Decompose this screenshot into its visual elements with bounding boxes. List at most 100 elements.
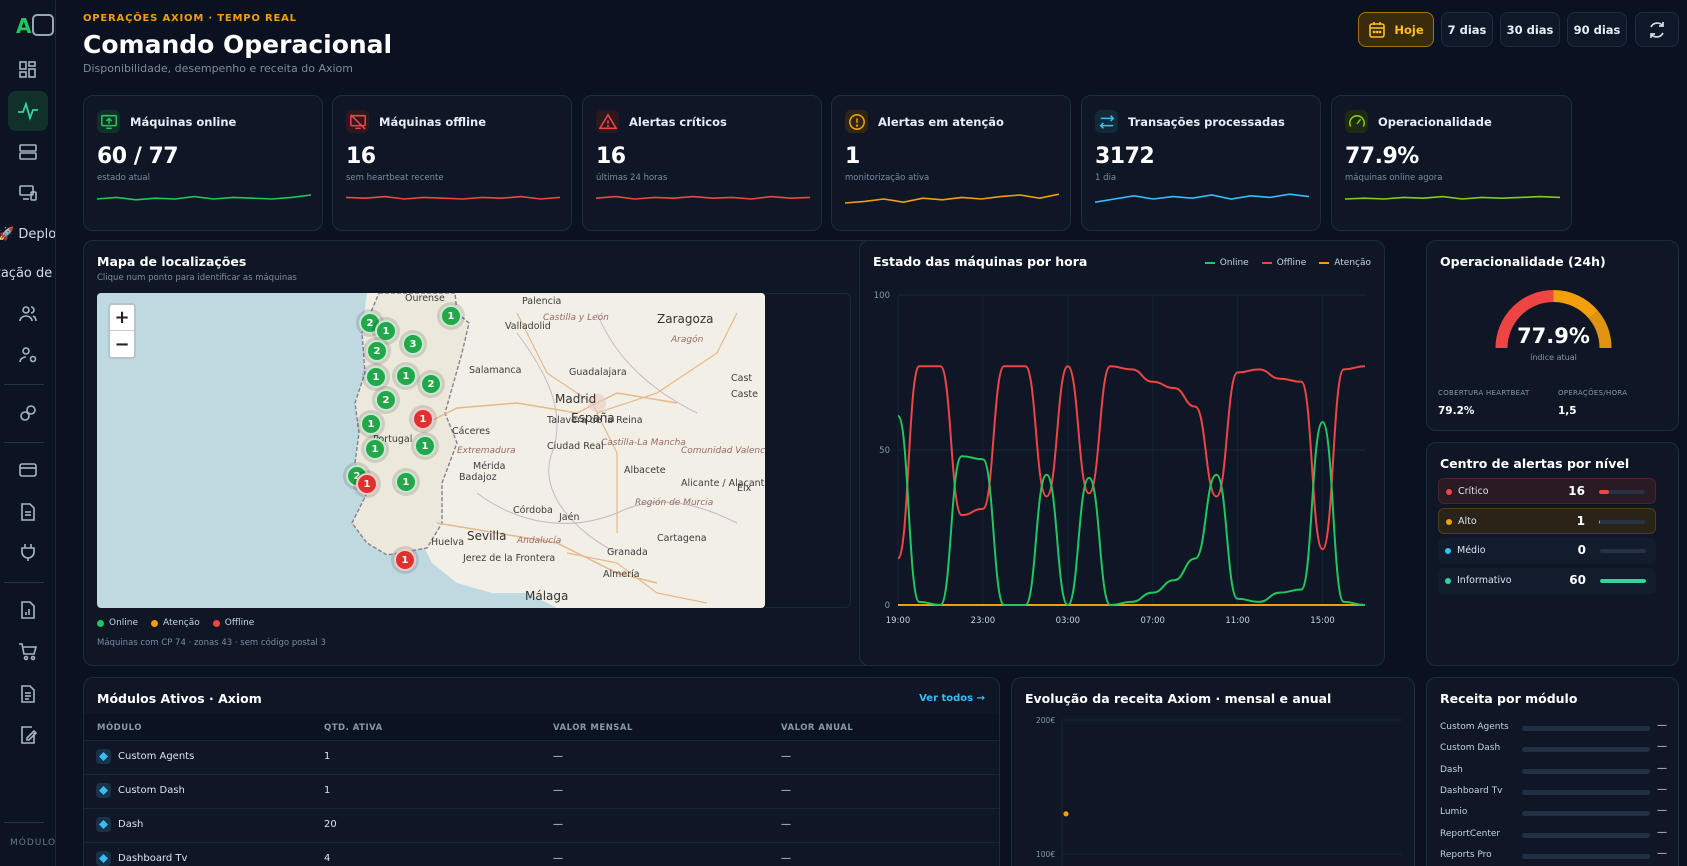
alert-level-row[interactable]: Médio 0 [1438, 538, 1656, 564]
kpi-header: Alertas críticos [596, 110, 727, 133]
view-all-link[interactable]: Ver todos → [919, 693, 985, 704]
gauge-stat-value: 79.2% [1438, 405, 1475, 417]
revenue-module-row[interactable]: Custom Agents — [1440, 720, 1667, 736]
revenue-module-row[interactable]: Lumio — [1440, 805, 1667, 821]
map-pin[interactable]: 1 [356, 473, 378, 495]
kpi-subtitle: estado atual [97, 173, 150, 183]
map-place-label: Andalucía [517, 536, 562, 546]
range-today-label: Hoje [1394, 22, 1424, 37]
map-pin[interactable]: 1 [395, 471, 417, 493]
module-annual: — [781, 819, 791, 830]
sidebar-item-store[interactable] [8, 632, 48, 672]
map-pin[interactable]: 1 [360, 413, 382, 435]
map-pin[interactable]: 1 [414, 435, 436, 457]
series-line-online[interactable] [897, 414, 1366, 607]
kpi-card[interactable]: Máquinas online 60 / 77 estado atual [83, 95, 323, 231]
sidebar-item-invoices[interactable] [8, 674, 48, 714]
map-pin[interactable]: 1 [364, 438, 386, 460]
map-place-label: Aragón [671, 335, 704, 345]
range-today-button[interactable]: Hoje [1358, 12, 1434, 47]
range-7d-button[interactable]: 7 dias [1441, 12, 1493, 47]
y-tick-label: 50 [879, 446, 890, 456]
sidebar-item-cut[interactable]: zação de [0, 266, 53, 281]
alert-level-dot [1446, 519, 1452, 525]
map-pin[interactable]: 1 [412, 408, 434, 430]
legend-label: Online [1219, 258, 1249, 268]
app-logo[interactable]: A [16, 14, 32, 38]
alert-level-bar-fill [1600, 579, 1646, 583]
module-qty: 4 [324, 853, 331, 864]
revenue-module-value: — [1657, 805, 1667, 817]
kpi-card[interactable]: Operacionalidade 77.9% máquinas online a… [1331, 95, 1572, 231]
sidebar-item-reports[interactable] [8, 590, 48, 630]
revenue-data-point[interactable] [1063, 811, 1069, 817]
table-row[interactable]: Custom Agents 1 — — [84, 740, 999, 772]
sidebar-item-dashboard[interactable] [8, 50, 48, 90]
map-pin[interactable]: 1 [440, 305, 462, 327]
revenue-module-row[interactable]: Custom Dash — [1440, 741, 1667, 757]
kpi-value: 60 / 77 [97, 144, 179, 169]
sidebar-item-edit[interactable] [8, 715, 48, 755]
sidebar-item-integrations[interactable] [8, 393, 48, 433]
alert-level-row[interactable]: Alto 1 [1438, 508, 1656, 534]
range-90d-button[interactable]: 90 dias [1567, 12, 1627, 47]
table-row[interactable]: Dash 20 — — [84, 808, 999, 840]
sidebar-item-users[interactable] [8, 294, 48, 334]
kpi-value: 16 [346, 144, 376, 169]
kpi-card[interactable]: Alertas em atenção 1 monitorização ativa [831, 95, 1071, 231]
zoom-out-button[interactable]: − [114, 333, 130, 355]
kpi-label: Máquinas offline [379, 114, 487, 129]
kpi-card[interactable]: Alertas críticos 16 últimas 24 horas [582, 95, 822, 231]
link-icon [20, 405, 36, 421]
range-30d-button[interactable]: 30 dias [1500, 12, 1560, 47]
map-place-label: Talavera de la Reina [547, 415, 643, 426]
x-tick-label: 19:00 [886, 616, 911, 626]
gauge-title: Operacionalidade (24h) [1440, 254, 1606, 269]
revenue-module-row[interactable]: Dash — [1440, 763, 1667, 779]
sidebar-item-plugins[interactable] [8, 532, 48, 572]
plug-icon [21, 544, 35, 561]
file-chart-icon [21, 601, 35, 619]
map-pin[interactable]: 2 [366, 340, 388, 362]
map-pin[interactable]: 2 [420, 373, 442, 395]
sidebar-item-devices[interactable] [8, 173, 48, 213]
legend-swatch [1319, 262, 1330, 264]
revenue-module-value: — [1657, 783, 1667, 795]
kpi-value: 16 [596, 144, 626, 169]
alert-triangle-icon [596, 110, 619, 133]
sidebar-item-servers[interactable] [8, 132, 48, 172]
gauge-caption: índice atual [1530, 353, 1577, 362]
kpi-card[interactable]: Máquinas offline 16 sem heartbeat recent… [332, 95, 572, 231]
refresh-button[interactable] [1635, 12, 1679, 47]
table-row[interactable]: Dashboard Tv 4 — — [84, 842, 999, 866]
map-place-label: Extremadura [457, 446, 516, 456]
sidebar-item-billing[interactable] [8, 450, 48, 490]
series-line-offline[interactable] [897, 365, 1366, 560]
table-row[interactable]: Custom Dash 1 — — [84, 774, 999, 806]
revenue-module-row[interactable]: Dashboard Tv — [1440, 783, 1667, 800]
map-place-label: Madrid [555, 392, 597, 406]
alert-level-row[interactable]: Crítico 16 [1438, 478, 1656, 504]
legend-dot [212, 619, 220, 627]
map-pin[interactable]: 1 [375, 320, 397, 342]
map-pin[interactable]: 2 [375, 389, 397, 411]
map-place-label: Málaga [525, 589, 569, 603]
sidebar-item-deploy[interactable]: 🚀 Deploy [0, 227, 55, 242]
map-pin[interactable]: 1 [394, 549, 416, 571]
sidebar-item-user-settings[interactable] [8, 335, 48, 375]
revenue-module-row[interactable]: Reports Pro — [1440, 848, 1667, 864]
revenue-module-row[interactable]: ReportCenter — [1440, 827, 1667, 843]
sidebar-toggle-icon[interactable] [32, 14, 54, 36]
map-pin[interactable]: 1 [365, 366, 387, 388]
revenue-module-bar [1522, 811, 1650, 817]
map-pin[interactable]: 1 [395, 365, 417, 387]
module-icon [96, 817, 111, 832]
map-pin[interactable]: 3 [402, 333, 424, 355]
alert-level-row[interactable]: Informativo 60 [1438, 568, 1656, 594]
credit-card-icon [19, 463, 37, 477]
location-map[interactable]: Ourense Palencia Zaragoza Valladolid Castill… [97, 293, 765, 608]
sidebar-item-activity[interactable] [8, 91, 48, 131]
sidebar-item-documents[interactable] [8, 492, 48, 532]
kpi-card[interactable]: Transações processadas 3172 1 dia [1081, 95, 1321, 231]
zoom-in-button[interactable]: + [110, 305, 134, 331]
